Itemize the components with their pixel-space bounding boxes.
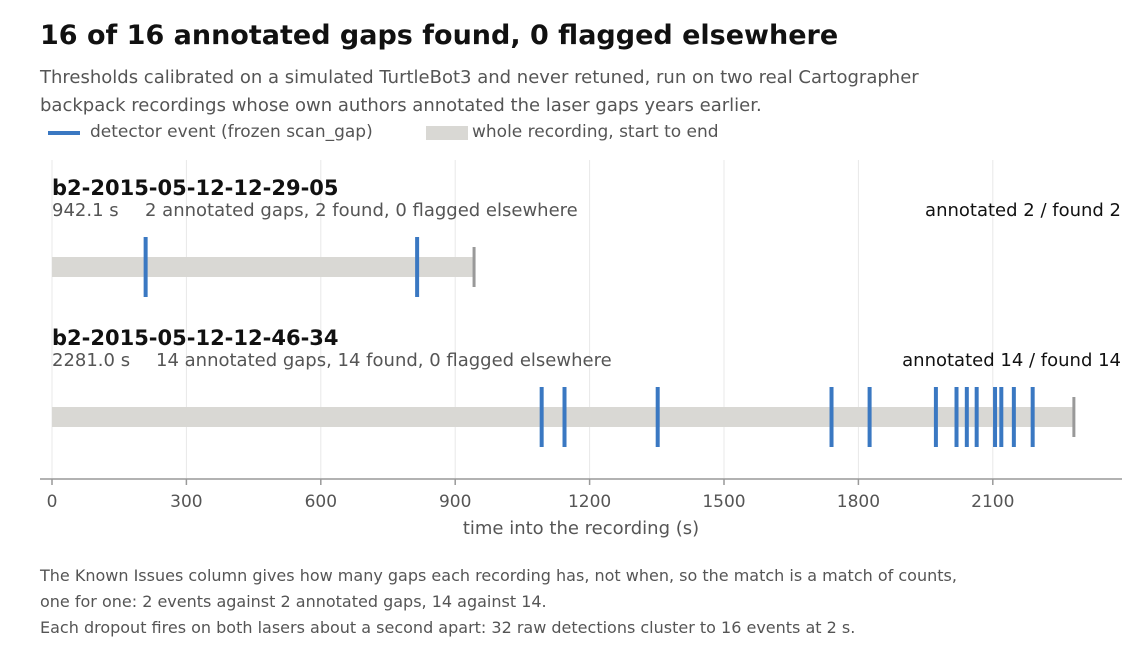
recording-result-2: annotated 14 / found 14	[902, 350, 1121, 371]
x-tick-label-600: 600	[305, 492, 337, 512]
subtitle-line-2: backpack recordings whose own authors an…	[40, 95, 762, 116]
footnotes: The Known Issues column gives how many g…	[40, 563, 1120, 641]
x-tick-label-300: 300	[170, 492, 202, 512]
recording-duration-1: 942.1 s	[52, 200, 119, 221]
x-tick-label-1200: 1200	[568, 492, 611, 512]
recording-name-2: b2-2015-05-12-12-46-34	[52, 326, 339, 350]
x-tick-label-1800: 1800	[837, 492, 880, 512]
x-tick-label-2100: 2100	[971, 492, 1014, 512]
footnote-3: Each dropout fires on both lasers about …	[40, 618, 856, 637]
legend-swatch-recording	[426, 126, 468, 140]
x-tick-label-0: 0	[47, 492, 58, 512]
legend-label-event: detector event (frozen scan_gap)	[90, 122, 373, 142]
x-axis-label: time into the recording (s)	[463, 518, 699, 539]
recording-name-1: b2-2015-05-12-12-29-05	[52, 176, 339, 200]
footnote-2: one for one: 2 events against 2 annotate…	[40, 592, 547, 611]
legend-label-recording: whole recording, start to end	[472, 122, 719, 142]
chart-title: 16 of 16 annotated gaps found, 0 flagged…	[40, 20, 839, 51]
x-tick-label-900: 900	[439, 492, 471, 512]
recording-result-1: annotated 2 / found 2	[925, 200, 1121, 221]
footnote-1: The Known Issues column gives how many g…	[40, 566, 957, 585]
chart-subtitle: Thresholds calibrated on a simulated Tur…	[40, 64, 1120, 120]
subtitle-line-1: Thresholds calibrated on a simulated Tur…	[40, 67, 919, 88]
recording-summary-1: 2 annotated gaps, 2 found, 0 flagged els…	[145, 200, 578, 221]
x-tick-label-1500: 1500	[702, 492, 745, 512]
recording-duration-2: 2281.0 s	[52, 350, 130, 371]
legend-swatch-event	[48, 131, 80, 135]
recording-summary-2: 14 annotated gaps, 14 found, 0 flagged e…	[156, 350, 612, 371]
recording-bar-1	[52, 257, 475, 277]
